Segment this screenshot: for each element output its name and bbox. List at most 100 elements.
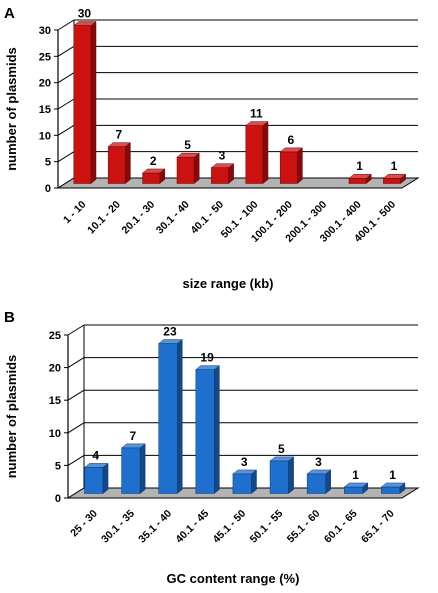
bar-3 xyxy=(141,168,166,185)
y-tick-label: 5 xyxy=(55,460,61,472)
grid-diagonal xyxy=(57,19,75,31)
bar-top xyxy=(141,168,166,174)
bar-top xyxy=(306,469,332,475)
bar-side xyxy=(177,339,183,495)
data-label: 1 xyxy=(356,159,363,173)
bar-side xyxy=(297,147,303,185)
bar-top xyxy=(343,482,369,488)
bar-front xyxy=(306,473,326,494)
data-label: 3 xyxy=(315,455,322,469)
bar-top xyxy=(176,152,200,158)
grid-diagonal xyxy=(67,422,85,434)
bar-2 xyxy=(107,142,132,185)
bar-7 xyxy=(279,147,304,185)
bar-top xyxy=(380,482,406,488)
data-label: 7 xyxy=(115,128,122,142)
bar-side xyxy=(90,20,97,185)
data-label: 1 xyxy=(352,468,359,482)
grid-diagonal xyxy=(57,98,75,110)
bar-front xyxy=(348,177,367,184)
bar-front xyxy=(158,343,178,494)
y-axis-label: number of plasmids xyxy=(4,355,19,479)
bar-top xyxy=(157,339,183,344)
bar-top xyxy=(232,469,258,475)
bar-side xyxy=(262,121,269,185)
data-label: 5 xyxy=(184,138,191,152)
bar-front xyxy=(73,25,92,184)
bar-top xyxy=(107,142,132,147)
bar-5 xyxy=(232,469,258,495)
data-label: 5 xyxy=(278,442,285,456)
x-axis-label: size range (kb) xyxy=(182,276,273,291)
x-tick-label: 55.1 - 60 xyxy=(285,508,323,546)
bar-4 xyxy=(195,365,221,495)
bar-5 xyxy=(210,163,235,185)
data-label: 23 xyxy=(163,325,177,339)
bar-10 xyxy=(382,173,407,185)
bar-front xyxy=(176,156,195,184)
bar-1 xyxy=(83,462,109,495)
data-label: 3 xyxy=(241,455,248,469)
data-label: 11 xyxy=(250,107,263,121)
bar-side xyxy=(193,152,200,185)
data-label: 1 xyxy=(389,468,396,482)
bar-top xyxy=(120,443,146,449)
data-label: 2 xyxy=(150,154,157,168)
bar-front xyxy=(121,447,141,494)
bar-front xyxy=(245,125,264,184)
bar-top xyxy=(73,21,97,26)
bar-side xyxy=(125,142,131,185)
y-tick-label: 20 xyxy=(49,363,61,375)
data-label: 19 xyxy=(200,351,214,365)
bar-1 xyxy=(73,20,97,185)
y-tick-label: 30 xyxy=(39,25,51,37)
bar-8 xyxy=(343,482,369,495)
x-tick-label: 30.1 - 35 xyxy=(99,508,137,546)
y-tick-label: 10 xyxy=(49,428,61,440)
grid-diagonal xyxy=(67,357,85,369)
y-tick-label: 15 xyxy=(39,104,51,116)
grid-diagonal xyxy=(57,124,75,136)
y-tick-label: 5 xyxy=(45,157,51,169)
bar-7 xyxy=(306,469,332,495)
x-tick-label: 65.1 - 70 xyxy=(359,508,397,546)
bar-top xyxy=(348,173,372,179)
bar-top xyxy=(210,163,235,168)
bar-front xyxy=(269,460,289,494)
bar-side xyxy=(139,443,146,495)
bar-front xyxy=(344,486,364,494)
bar-front xyxy=(232,473,252,494)
bar-top xyxy=(279,147,304,153)
y-tick-label: 20 xyxy=(39,78,51,90)
x-tick-label: 10.1 - 20 xyxy=(85,199,123,237)
grid-diagonal xyxy=(67,389,85,401)
bar-front xyxy=(84,467,104,494)
bar-6 xyxy=(245,121,269,185)
x-tick-label: 40.1 - 45 xyxy=(173,508,211,546)
grid-diagonal xyxy=(57,151,75,163)
x-tick-label: 25 - 30 xyxy=(68,508,100,540)
y-tick-label: 15 xyxy=(49,395,61,407)
panel-letter: B xyxy=(4,309,15,326)
grid-diagonal xyxy=(67,324,85,336)
bar-front xyxy=(381,486,401,494)
panel-letter: A xyxy=(4,5,15,22)
y-tick-label: 10 xyxy=(39,130,51,142)
bar-top xyxy=(269,456,295,462)
y-tick-label: 25 xyxy=(39,51,51,63)
bar-front xyxy=(195,369,215,494)
grid-diagonal xyxy=(57,72,75,84)
grid-diagonal xyxy=(67,454,85,466)
bar-top xyxy=(83,463,109,468)
x-axis-label: GC content range (%) xyxy=(167,571,300,586)
bar-side xyxy=(214,365,220,495)
y-axis-label: number of plasmids xyxy=(4,47,19,171)
data-label: 7 xyxy=(130,429,137,443)
x-tick-label: 35.1 - 40 xyxy=(136,508,174,546)
bar-front xyxy=(211,167,229,184)
y-tick-label: 0 xyxy=(55,493,61,505)
bar-9 xyxy=(348,173,372,185)
x-tick-label: 60.1 - 65 xyxy=(322,508,360,546)
